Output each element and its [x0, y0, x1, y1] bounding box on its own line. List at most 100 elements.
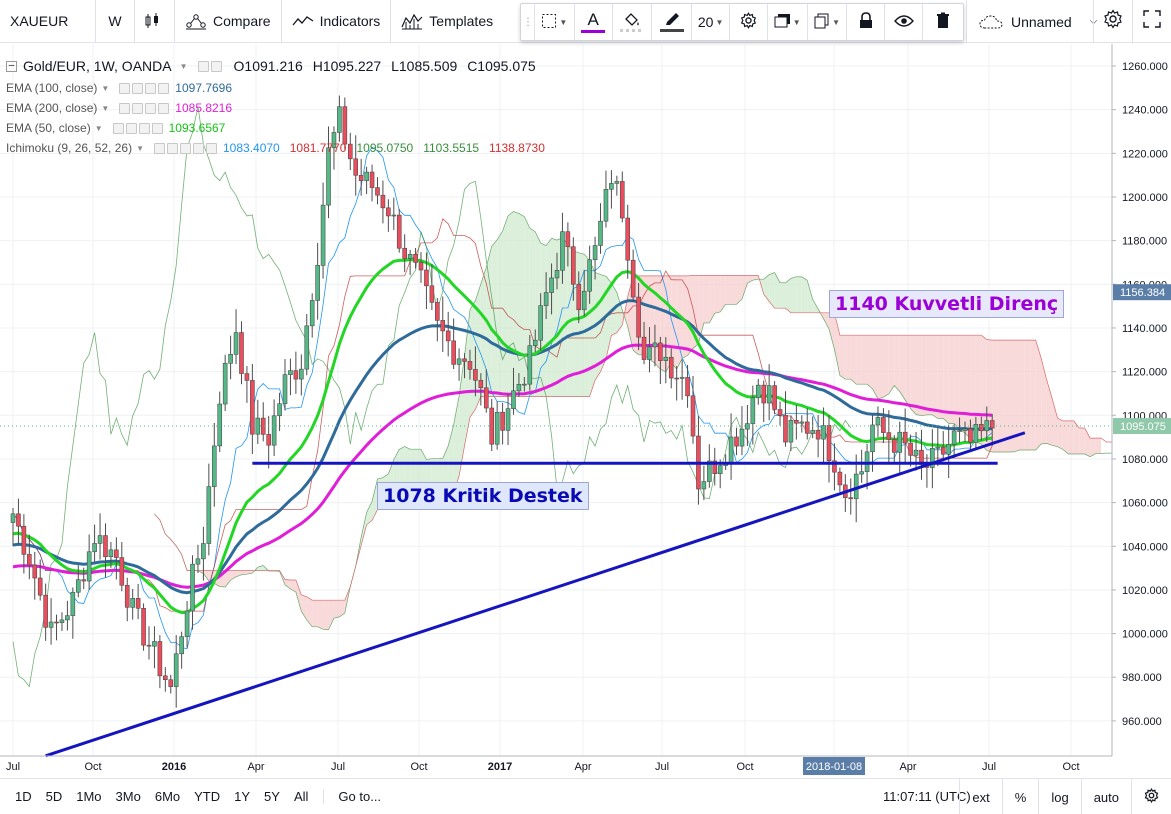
hide-button[interactable] [885, 4, 924, 40]
auto-scale-toggle[interactable]: auto [1080, 779, 1131, 814]
caret-icon[interactable]: ▼ [136, 143, 144, 153]
candle-body [250, 380, 255, 435]
font-size-select[interactable]: 20 ▼ [692, 4, 731, 40]
symbol-search-field[interactable]: XAUEUR [0, 0, 96, 43]
candle-body [772, 385, 777, 410]
resistance-annotation[interactable]: 1140 Kuvvetli Direnç [829, 290, 1065, 318]
ichimoku-cloud-segment [225, 570, 231, 588]
range-button-1mo[interactable]: 1Mo [76, 789, 102, 804]
main-series-legend[interactable]: – Gold/EUR, 1W, OANDA ▼ O1091.216 H1095.… [6, 54, 555, 78]
utc-clock[interactable]: 11:07:11 (UTC) [883, 789, 971, 804]
candle-body [331, 132, 337, 149]
candle-body [930, 448, 935, 468]
tenkan-line [12, 146, 993, 650]
time-tick-label: Jul [331, 761, 345, 773]
ichimoku-cloud-segment [926, 335, 933, 415]
candle-body [886, 432, 892, 440]
candle-body [532, 339, 538, 347]
caret-icon[interactable]: ▼ [179, 61, 188, 71]
ema50-legend[interactable]: EMA (50, close) ▼ 1093.6567 [6, 118, 555, 138]
candle-body [473, 369, 478, 381]
chart-settings-button[interactable] [1093, 0, 1131, 43]
price-tick-label: 1060.000 [1122, 498, 1168, 510]
caret-icon[interactable]: ▼ [101, 103, 110, 113]
indicator-controls[interactable] [119, 82, 170, 94]
range-button-3mo[interactable]: 3Mo [115, 789, 141, 804]
templates-button[interactable]: Templates [391, 0, 503, 43]
ichimoku-cloud-segment [317, 600, 324, 630]
candle-body [75, 579, 81, 593]
drag-handle[interactable]: ⋮ [521, 4, 535, 40]
time-tick-label: Oct [84, 761, 101, 773]
visual-order-button[interactable]: ▼ [768, 4, 808, 40]
candle-body [935, 446, 941, 449]
indicators-button[interactable]: Indicators [282, 0, 392, 43]
range-button-6mo[interactable]: 6Mo [154, 789, 181, 804]
series-controls[interactable] [197, 60, 222, 72]
candle-body [881, 417, 886, 433]
candle-body [195, 558, 201, 565]
candle-body [435, 302, 440, 321]
extended-hours-toggle[interactable]: ext [959, 779, 1001, 814]
indicator-controls[interactable] [112, 122, 163, 134]
fill-color-button[interactable] [613, 4, 653, 40]
text-color-icon: A [581, 11, 606, 33]
chart-pane[interactable]: 960.000 980.000 1000.000 1020.000 1040.000 10… [0, 44, 1171, 778]
support-annotation[interactable]: 1078 Kritik Destek [377, 482, 589, 510]
candle-body [799, 421, 805, 424]
interval-button[interactable]: W [96, 0, 135, 43]
candle-body [750, 397, 756, 424]
trash-icon [936, 12, 950, 32]
percent-scale-toggle[interactable]: % [1001, 779, 1039, 814]
ema200-line [12, 343, 993, 589]
candle-body [135, 598, 141, 609]
indicator-controls[interactable] [154, 142, 217, 154]
price-tick-label: 960.000 [1122, 716, 1162, 728]
ema100-legend[interactable]: EMA (100, close) ▼ 1097.7696 [6, 78, 555, 98]
ichimoku-cloud-segment [1052, 397, 1058, 447]
range-button-5d[interactable]: 5D [45, 789, 63, 804]
chart-properties-button[interactable] [1131, 779, 1171, 814]
layout-name-button[interactable]: Unnamed ⌵ [966, 0, 1097, 43]
time-tick-label: 2016 [162, 761, 186, 773]
caret-icon[interactable]: ▼ [94, 123, 103, 133]
caret-icon[interactable]: ▼ [101, 83, 110, 93]
ichimoku-cloud-segment [921, 335, 927, 416]
indicator-controls[interactable] [119, 102, 170, 114]
area-style-button[interactable]: ▼ [535, 4, 575, 40]
caret-icon: ▼ [792, 17, 801, 27]
candle-body [549, 277, 554, 293]
candle-body [745, 423, 750, 430]
delete-button[interactable] [923, 4, 963, 40]
candle-body [658, 342, 663, 361]
candle-body [864, 451, 870, 473]
fullscreen-button[interactable] [1132, 0, 1171, 43]
range-button-5y[interactable]: 5Y [264, 789, 280, 804]
range-button-1d[interactable]: 1D [15, 789, 32, 804]
log-scale-toggle[interactable]: log [1038, 779, 1080, 814]
ichimoku-cloud-segment [807, 280, 813, 313]
drawing-settings-button[interactable] [730, 4, 768, 40]
candle-body [859, 471, 864, 475]
candle-body [266, 434, 271, 446]
range-button-1y[interactable]: 1Y [234, 789, 251, 804]
range-button-ytd[interactable]: YTD [194, 789, 221, 804]
compare-button[interactable]: Compare [175, 0, 282, 43]
ichimoku-cloud-segment [937, 335, 944, 419]
line-color-button[interactable] [652, 4, 693, 40]
ichimoku-legend[interactable]: Ichimoku (9, 26, 52, 26) ▼ 1083.4070 108… [6, 138, 555, 158]
text-color-button[interactable]: A [575, 4, 613, 40]
ichimoku-cloud-segment [1068, 420, 1074, 454]
chart-type-button[interactable] [135, 0, 175, 43]
candle-body [440, 320, 446, 332]
clone-button[interactable]: ▼ [808, 4, 848, 40]
trend-line[interactable] [45, 431, 1026, 758]
candle-body [375, 187, 380, 196]
lock-button[interactable] [847, 4, 886, 40]
collapse-icon[interactable]: – [6, 60, 17, 72]
ichimoku-cloud-segment [1084, 428, 1091, 457]
range-button-all[interactable]: All [293, 789, 309, 804]
ema200-legend[interactable]: EMA (200, close) ▼ 1085.8216 [6, 98, 555, 118]
goto-date-button[interactable]: Go to... [323, 789, 388, 804]
